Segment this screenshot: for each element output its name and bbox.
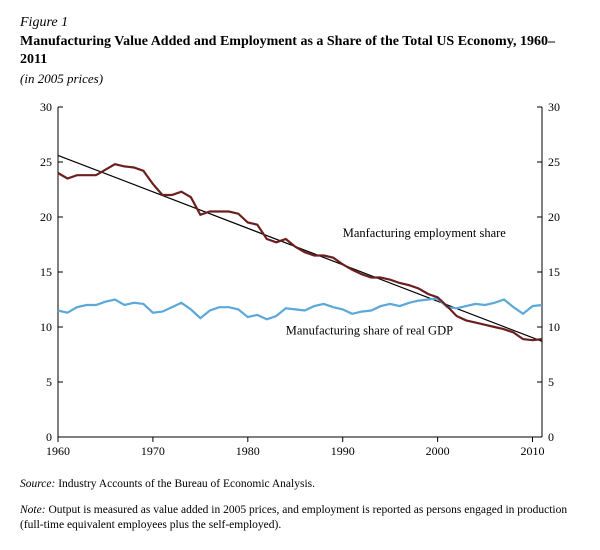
svg-text:20: 20 xyxy=(40,210,52,224)
svg-text:5: 5 xyxy=(46,375,52,389)
svg-text:30: 30 xyxy=(40,100,52,114)
svg-text:15: 15 xyxy=(548,265,560,279)
svg-text:1980: 1980 xyxy=(236,444,260,458)
source-text: Industry Accounts of the Bureau of Econo… xyxy=(55,478,315,490)
gdp-label: Manufacturing share of real GDP xyxy=(286,324,453,338)
figure-subtitle: (in 2005 prices) xyxy=(20,71,580,87)
figure-title: Manufacturing Value Added and Employment… xyxy=(20,33,580,69)
svg-text:2000: 2000 xyxy=(426,444,450,458)
svg-text:2010: 2010 xyxy=(521,444,545,458)
svg-text:1960: 1960 xyxy=(46,444,70,458)
svg-text:10: 10 xyxy=(548,320,560,334)
svg-text:30: 30 xyxy=(548,100,560,114)
svg-text:1970: 1970 xyxy=(141,444,165,458)
employment-label: Manfacturing employment share xyxy=(343,226,507,240)
svg-text:1990: 1990 xyxy=(331,444,355,458)
svg-text:10: 10 xyxy=(40,320,52,334)
svg-text:0: 0 xyxy=(548,430,554,444)
line-chart: 0 0 5 5 10 10 15 15 20 20 25 25 30 30 1960 1970 1980 1990… xyxy=(20,97,580,467)
svg-text:25: 25 xyxy=(40,155,52,169)
chart-area: 0 0 5 5 10 10 15 15 20 20 25 25 30 30 1960 1970 1980 1990… xyxy=(20,97,580,467)
svg-text:25: 25 xyxy=(548,155,560,169)
source-lead: Source: xyxy=(20,478,55,490)
gdp-line xyxy=(58,299,542,320)
svg-text:15: 15 xyxy=(40,265,52,279)
note-lead: Note: xyxy=(20,504,46,516)
svg-text:20: 20 xyxy=(548,210,560,224)
note-text: Output is measured as value added in 200… xyxy=(20,504,567,532)
footnote-source: Source: Industry Accounts of the Bureau … xyxy=(20,477,580,493)
figure-label: Figure 1 xyxy=(20,15,580,31)
svg-text:0: 0 xyxy=(46,430,52,444)
footnote-note: Note: Output is measured as value added … xyxy=(20,503,580,534)
svg-text:5: 5 xyxy=(548,375,554,389)
